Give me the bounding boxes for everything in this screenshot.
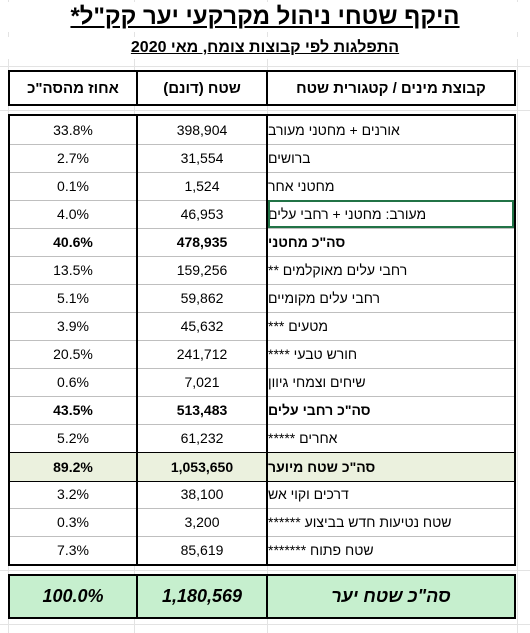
percent-cell[interactable]: 3.2% <box>57 486 89 502</box>
table-row: שטח פתוח ******* 85,619 7.3% <box>10 536 514 564</box>
subtotal-row: סה"כ מחטני 478,935 40.6% <box>10 228 514 257</box>
grand-total-table: סה"כ שטח יער 1,180,569 100.0% <box>8 574 516 619</box>
area-cell[interactable]: 398,904 <box>136 116 268 144</box>
percent-cell[interactable]: 40.6% <box>53 234 93 250</box>
percent-cell[interactable]: 5.1% <box>57 290 89 306</box>
table-row: מעורב: מחטני + רחבי עלים 46,953 4.0% <box>10 200 514 229</box>
percent-cell[interactable]: 0.6% <box>57 374 89 390</box>
area-cell[interactable]: 45,632 <box>136 312 268 340</box>
category-cell[interactable]: חורש טבעי **** <box>268 346 358 362</box>
table-row: שיחים וצמחי גיוון 7,021 0.6% <box>10 368 514 397</box>
category-cell[interactable]: שטח נטיעות חדש בביצוע ****** <box>268 514 452 530</box>
header-row: קבוצת מינים / קטגורית שטח שטח (דונם) אחו… <box>10 72 514 104</box>
area-cell[interactable]: 1,053,650 <box>136 453 268 481</box>
area-cell[interactable]: 7,021 <box>136 368 268 396</box>
area-cell[interactable]: 46,953 <box>136 200 268 228</box>
category-cell[interactable]: אורנים + מחטני מעורב <box>268 122 400 138</box>
area-cell[interactable]: 513,483 <box>136 396 268 424</box>
percent-cell[interactable]: 3.9% <box>57 318 89 334</box>
category-cell[interactable]: סה"כ שטח מיוער <box>268 459 376 475</box>
percent-cell[interactable]: 43.5% <box>53 402 93 418</box>
percent-cell[interactable]: 5.2% <box>57 430 89 446</box>
grand-total-row: סה"כ שטח יער 1,180,569 100.0% <box>10 576 514 617</box>
area-cell[interactable]: 3,200 <box>136 508 268 536</box>
category-cell[interactable]: רחבי עלים מקומיים <box>268 290 380 306</box>
table-row: מטעים *** 45,632 3.9% <box>10 312 514 341</box>
category-cell[interactable]: דרכים וקוי אש <box>268 486 349 502</box>
category-cell[interactable]: רחבי עלים מאוקלמים ** <box>268 262 408 278</box>
area-cell[interactable]: 85,619 <box>136 536 268 564</box>
area-cell[interactable]: 1,524 <box>136 172 268 200</box>
percent-cell[interactable]: 2.7% <box>57 150 89 166</box>
category-cell[interactable]: סה"כ רחבי עלים <box>268 402 371 418</box>
area-cell[interactable]: 31,554 <box>136 144 268 172</box>
category-cell[interactable]: שיחים וצמחי גיוון <box>268 374 366 390</box>
total-percent-cell[interactable]: 100.0% <box>42 586 104 606</box>
header-category[interactable]: קבוצת מינים / קטגורית שטח <box>296 79 486 97</box>
data-table: אורנים + מחטני מעורב 398,904 33.8% ברושי… <box>8 114 516 566</box>
percent-cell[interactable]: 33.8% <box>53 122 93 138</box>
table-row: אחרים ***** 61,232 5.2% <box>10 424 514 453</box>
category-cell[interactable]: ברושים <box>268 150 311 166</box>
header-percent[interactable]: אחוז מהסה"כ <box>27 79 119 97</box>
area-cell[interactable]: 159,256 <box>136 256 268 284</box>
percent-cell[interactable]: 0.1% <box>57 178 89 194</box>
category-cell[interactable]: מחטני אחר <box>268 178 335 194</box>
percent-cell[interactable]: 7.3% <box>57 542 89 558</box>
table-row: דרכים וקוי אש 38,100 3.2% <box>10 480 514 509</box>
header-area[interactable]: שטח (דונם) <box>136 72 268 104</box>
table-row: רחבי עלים מאוקלמים ** 159,256 13.5% <box>10 256 514 285</box>
category-cell[interactable]: אחרים ***** <box>268 430 338 446</box>
percent-cell[interactable]: 20.5% <box>53 346 93 362</box>
percent-cell[interactable]: 4.0% <box>57 206 89 222</box>
table-row: רחבי עלים מקומיים 59,862 5.1% <box>10 284 514 313</box>
table-row: חורש טבעי **** 241,712 20.5% <box>10 340 514 369</box>
forested-total-row: סה"כ שטח מיוער 1,053,650 89.2% <box>10 452 514 482</box>
table-row: שטח נטיעות חדש בביצוע ****** 3,200 0.3% <box>10 508 514 537</box>
category-cell[interactable]: סה"כ מחטני <box>268 234 346 250</box>
table-row: מחטני אחר 1,524 0.1% <box>10 172 514 201</box>
percent-cell[interactable]: 13.5% <box>53 262 93 278</box>
area-cell[interactable]: 61,232 <box>136 424 268 452</box>
area-cell[interactable]: 38,100 <box>136 480 268 508</box>
area-cell[interactable]: 478,935 <box>136 228 268 256</box>
sheet-title: היקף שטחי ניהול מקרקעי יער קק"ל* <box>0 2 530 32</box>
table-row: אורנים + מחטני מעורב 398,904 33.8% <box>10 116 514 145</box>
sheet-subtitle: התפלגות לפי קבוצות צומח, מאי 2020 <box>0 37 530 59</box>
area-cell[interactable]: 241,712 <box>136 340 268 368</box>
subtotal-row: סה"כ רחבי עלים 513,483 43.5% <box>10 396 514 425</box>
selected-category-cell[interactable]: מעורב: מחטני + רחבי עלים <box>268 200 514 228</box>
category-cell[interactable]: שטח פתוח ******* <box>268 542 374 558</box>
header-table: קבוצת מינים / קטגורית שטח שטח (דונם) אחו… <box>8 70 516 106</box>
total-area-cell[interactable]: 1,180,569 <box>136 576 268 617</box>
percent-cell[interactable]: 89.2% <box>53 459 93 475</box>
area-cell[interactable]: 59,862 <box>136 284 268 312</box>
percent-cell[interactable]: 0.3% <box>57 514 89 530</box>
category-cell[interactable]: מטעים *** <box>268 318 328 334</box>
total-category-cell[interactable]: סה"כ שטח יער <box>331 586 451 606</box>
table-row: ברושים 31,554 2.7% <box>10 144 514 173</box>
